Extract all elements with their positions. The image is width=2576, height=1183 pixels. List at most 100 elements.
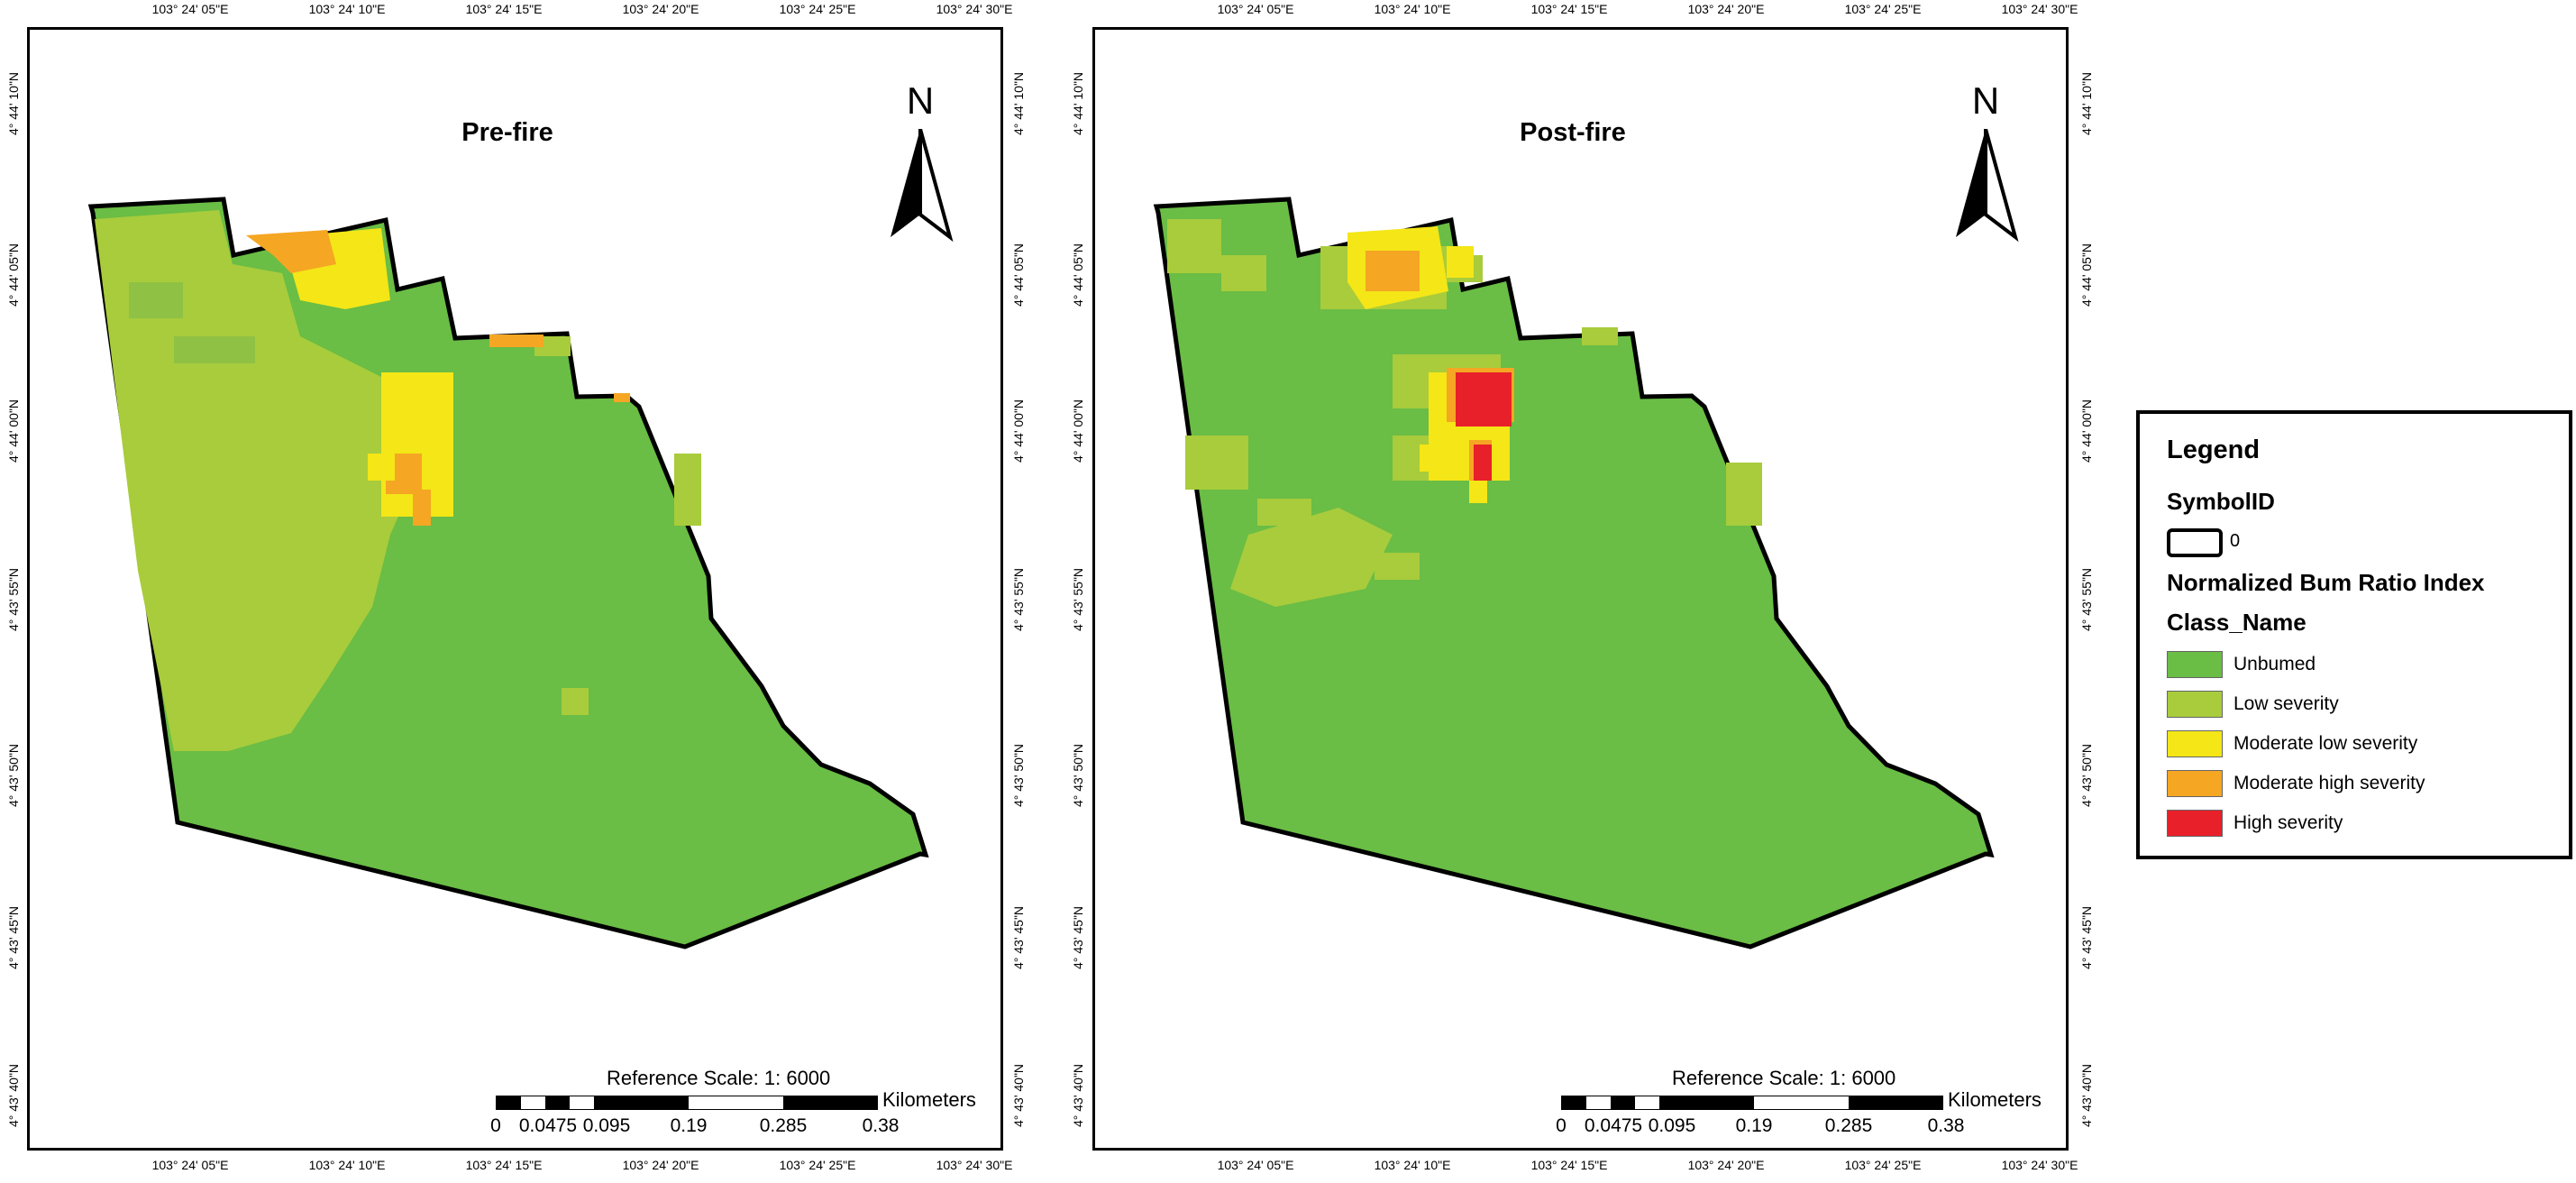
longitude-tick: 103° 24' 25"E	[1844, 2, 1922, 16]
longitude-tick: 103° 24' 20"E	[1687, 1158, 1765, 1172]
latitude-tick: 4° 44' 10"N	[6, 71, 21, 136]
longitude-tick: 103° 24' 30"E	[2001, 1158, 2078, 1172]
latitude-tick: 4° 44' 05"N	[6, 243, 21, 307]
longitude-tick: 103° 24' 30"E	[2001, 2, 2078, 16]
latitude-tick: 4° 43' 55"N	[1011, 567, 1026, 632]
scale-label: 0.095	[1648, 1115, 1696, 1136]
post-fire-map-frame: Post-fire N Reference Scale: 1: 6000 Kil…	[1092, 27, 2069, 1151]
latitude-tick: 4° 43' 45"N	[1071, 905, 1085, 970]
post-fire-map	[1153, 197, 1995, 949]
latitude-tick: 4° 44' 00"N	[2079, 399, 2094, 463]
longitude-tick: 103° 24' 15"E	[1530, 2, 1608, 16]
longitude-tick: 103° 24' 10"E	[1374, 2, 1451, 16]
latitude-tick: 4° 44' 10"N	[1071, 71, 1085, 136]
latitude-tick: 4° 43' 55"N	[6, 567, 21, 632]
legend-title: Legend	[2167, 436, 2261, 464]
longitude-tick: 103° 24' 05"E	[1217, 2, 1294, 16]
boundary-symbol	[2167, 528, 2223, 557]
latitude-tick: 4° 43' 40"N	[2079, 1063, 2094, 1128]
latitude-tick: 4° 43' 40"N	[1011, 1063, 1026, 1128]
north-arrow-icon	[891, 129, 954, 243]
legend-label: High severity	[2233, 812, 2343, 833]
legend-swatch	[2167, 691, 2223, 718]
longitude-tick: 103° 24' 15"E	[1530, 1158, 1608, 1172]
longitude-tick: 103° 24' 05"E	[1217, 1158, 1294, 1172]
legend-label: Moderate high severity	[2233, 773, 2425, 793]
latitude-tick: 4° 43' 55"N	[2079, 567, 2094, 632]
scale-label: 0.0475	[1584, 1115, 1643, 1136]
scale-label: 0.285	[759, 1115, 808, 1136]
latitude-tick: 4° 44' 05"N	[2079, 243, 2094, 307]
latitude-tick: 4° 44' 10"N	[1011, 71, 1026, 136]
longitude-tick: 103° 24' 05"E	[151, 1158, 229, 1172]
north-arrow: N	[1945, 79, 2026, 251]
latitude-tick: 4° 43' 40"N	[1071, 1063, 1085, 1128]
latitude-tick: 4° 43' 45"N	[2079, 905, 2094, 970]
longitude-tick: 103° 24' 20"E	[622, 1158, 699, 1172]
longitude-tick: 103° 24' 30"E	[936, 1158, 1013, 1172]
scale-unit: Kilometers	[882, 1088, 976, 1111]
reference-scale: Reference Scale: 1: 6000	[607, 1067, 831, 1089]
legend-class-heading: Class_Name	[2167, 609, 2307, 636]
scale-label: 0.0475	[518, 1115, 578, 1136]
legend-symbol-heading: SymbolID	[2167, 488, 2275, 515]
latitude-tick: 4° 44' 10"N	[2079, 71, 2094, 136]
legend-label: Unbumed	[2233, 654, 2316, 674]
longitude-tick: 103° 24' 25"E	[779, 1158, 856, 1172]
scale-unit: Kilometers	[1948, 1088, 2042, 1111]
longitude-tick: 103° 24' 20"E	[622, 2, 699, 16]
legend-item-low-severity: Low severity	[2167, 689, 2339, 720]
scale-bar	[496, 1096, 878, 1110]
legend-label: Low severity	[2233, 693, 2339, 714]
longitude-tick: 103° 24' 10"E	[308, 1158, 386, 1172]
scale-bar	[1561, 1096, 1943, 1110]
longitude-tick: 103° 24' 25"E	[1844, 1158, 1922, 1172]
longitude-tick: 103° 24' 10"E	[308, 2, 386, 16]
legend-swatch	[2167, 730, 2223, 757]
latitude-tick: 4° 43' 45"N	[6, 905, 21, 970]
latitude-tick: 4° 43' 50"N	[6, 743, 21, 808]
latitude-tick: 4° 43' 55"N	[1071, 567, 1085, 632]
longitude-tick: 103° 24' 30"E	[936, 2, 1013, 16]
north-arrow-icon	[1956, 129, 2019, 243]
legend-item-high-severity: High severity	[2167, 808, 2343, 839]
scale-label: 0.095	[582, 1115, 631, 1136]
latitude-tick: 4° 43' 45"N	[1011, 905, 1026, 970]
scale-label: 0.38	[862, 1115, 900, 1136]
pre-fire-map-frame: Pre-fire N Reference Scale: 1: 6000 Kilo…	[27, 27, 1003, 1151]
scale-label: 0.19	[1735, 1115, 1773, 1136]
longitude-tick: 103° 24' 05"E	[151, 2, 229, 16]
post-fire-title: Post-fire	[1520, 118, 1626, 147]
scale-label: 0.285	[1824, 1115, 1873, 1136]
latitude-tick: 4° 43' 50"N	[2079, 743, 2094, 808]
scale-label: 0.38	[1927, 1115, 1965, 1136]
legend-swatch	[2167, 651, 2223, 678]
longitude-tick: 103° 24' 20"E	[1687, 2, 1765, 16]
pre-fire-map	[87, 197, 929, 949]
latitude-tick: 4° 44' 00"N	[1071, 399, 1085, 463]
legend-index-heading: Normalized Bum Ratio Index	[2167, 569, 2485, 596]
latitude-tick: 4° 44' 05"N	[1071, 243, 1085, 307]
legend-symbol-value: 0	[2230, 531, 2241, 551]
pre-fire-title: Pre-fire	[461, 118, 553, 147]
latitude-tick: 4° 43' 50"N	[1071, 743, 1085, 808]
legend-label: Moderate low severity	[2233, 733, 2418, 754]
longitude-tick: 103° 24' 15"E	[465, 1158, 543, 1172]
latitude-tick: 4° 43' 40"N	[6, 1063, 21, 1128]
legend-box: Legend SymbolID 0 Normalized Bum Ratio I…	[2136, 410, 2572, 859]
latitude-tick: 4° 44' 05"N	[1011, 243, 1026, 307]
scale-label: 0.19	[670, 1115, 708, 1136]
legend-item-unburned: Unbumed	[2167, 649, 2316, 680]
latitude-tick: 4° 44' 00"N	[6, 399, 21, 463]
scale-label: 0	[1556, 1115, 1567, 1136]
north-label: N	[1971, 79, 2000, 122]
longitude-tick: 103° 24' 25"E	[779, 2, 856, 16]
north-arrow: N	[880, 79, 961, 251]
legend-swatch	[2167, 770, 2223, 797]
latitude-tick: 4° 44' 00"N	[1011, 399, 1026, 463]
legend-swatch	[2167, 810, 2223, 837]
longitude-tick: 103° 24' 10"E	[1374, 1158, 1451, 1172]
longitude-tick: 103° 24' 15"E	[465, 2, 543, 16]
legend-item-moderate-low-severity: Moderate low severity	[2167, 729, 2417, 759]
latitude-tick: 4° 43' 50"N	[1011, 743, 1026, 808]
